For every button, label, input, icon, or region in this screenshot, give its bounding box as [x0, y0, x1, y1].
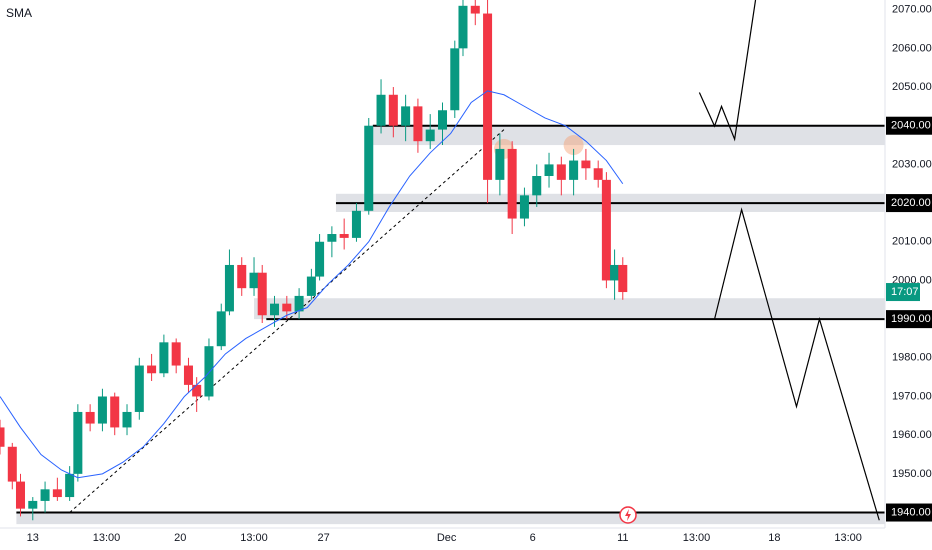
candle-body	[192, 384, 202, 397]
candle-body	[294, 295, 304, 312]
candle-body	[388, 94, 398, 126]
x-tick-label: 6	[530, 532, 536, 544]
level-label-box	[886, 194, 932, 213]
y-tick-label: 2070.00	[892, 4, 932, 16]
x-tick-label: 20	[174, 532, 186, 544]
candle-body	[97, 396, 107, 424]
x-tick-label: 27	[318, 532, 330, 544]
highlight-circle	[563, 135, 584, 156]
candle-body	[610, 264, 620, 281]
candle-body	[270, 303, 280, 316]
x-tick-label: 13:00	[240, 532, 268, 544]
y-tick-label: 2030.00	[892, 158, 932, 170]
candle-body	[147, 365, 157, 374]
last-price-tag	[886, 283, 920, 302]
candle-body	[581, 160, 591, 169]
candle-body	[249, 272, 259, 289]
candle-body	[224, 264, 234, 312]
level-label: 2020.00	[891, 197, 931, 209]
candle-body	[401, 106, 411, 126]
y-tick-label: 2060.00	[892, 42, 932, 54]
trendline	[69, 129, 505, 513]
level-label: 2040.00	[891, 120, 931, 132]
indicator-label: SMA	[6, 6, 32, 20]
candle-body	[544, 164, 554, 176]
support-zone	[372, 125, 885, 146]
sma-line	[0, 90, 624, 479]
level-label: 1990.00	[891, 313, 931, 325]
candle-body	[134, 365, 144, 412]
candle-body	[282, 303, 292, 312]
candle-body	[306, 276, 316, 296]
axes: 2070.002060.002050.002030.002010.002000.…	[27, 4, 932, 544]
candle-body	[40, 489, 50, 501]
candle-body	[519, 195, 529, 219]
level-label: 1940.00	[891, 506, 931, 518]
x-tick-label: 11	[617, 532, 628, 544]
support-zone	[16, 512, 885, 525]
level-label-box	[886, 503, 932, 522]
level-label-box	[886, 116, 932, 135]
x-tick-label: Dec	[437, 532, 457, 544]
candle-body	[507, 148, 517, 219]
candle-body	[159, 342, 169, 374]
candle-body	[470, 5, 480, 14]
candle-body	[15, 481, 25, 509]
x-tick-label: 13	[27, 532, 39, 544]
candle-body	[204, 346, 214, 397]
candle-body	[364, 125, 374, 211]
y-tick-label: 1970.00	[892, 390, 932, 402]
candle-body	[65, 473, 75, 498]
y-tick-label: 1980.00	[892, 352, 932, 364]
candle-body	[532, 176, 542, 196]
candle-body	[327, 234, 337, 242]
candle-body	[7, 446, 17, 482]
x-tick-label: 13:00	[834, 532, 862, 544]
countdown-label: 17:07	[891, 286, 919, 298]
candle-body	[593, 168, 603, 180]
candle-body	[110, 396, 120, 428]
candle-body	[556, 164, 566, 180]
y-tick-label: 2010.00	[892, 236, 932, 248]
candle-body	[315, 241, 325, 277]
candle-body	[569, 160, 579, 180]
candle-body	[339, 234, 349, 238]
candle-body	[450, 48, 460, 111]
candle-body	[257, 272, 267, 316]
candle-body	[28, 500, 38, 509]
candle-body	[52, 489, 62, 498]
candle-body	[425, 129, 435, 142]
candle-body	[122, 411, 132, 428]
x-tick-label: 13:00	[93, 532, 121, 544]
y-tick-label: 2050.00	[892, 81, 932, 93]
candle-body	[216, 311, 226, 347]
candle-body	[458, 5, 468, 49]
candle-body	[351, 210, 361, 238]
x-tick-label: 18	[768, 532, 780, 544]
candle-body	[601, 179, 611, 281]
plot-area	[0, 0, 885, 525]
candle-body	[483, 13, 493, 180]
candle-body	[495, 148, 505, 180]
x-tick-label: 13:00	[683, 532, 711, 544]
y-tick-label: 1960.00	[892, 429, 932, 441]
candle-body	[183, 365, 193, 385]
candle-body	[618, 264, 628, 293]
projection-path	[698, 0, 757, 142]
event-icon-bolt	[625, 509, 631, 521]
y-tick-label: 1950.00	[892, 468, 932, 480]
candle-body	[437, 110, 448, 130]
candle-body	[73, 411, 83, 474]
candle-body	[376, 94, 386, 126]
support-zone	[254, 298, 885, 320]
candle-body	[237, 264, 247, 289]
candle-body	[0, 427, 5, 447]
level-label-box	[886, 310, 932, 329]
candle-body	[413, 106, 423, 142]
projection-path	[713, 207, 880, 521]
candle-body	[85, 411, 95, 424]
candle-body	[171, 342, 181, 366]
